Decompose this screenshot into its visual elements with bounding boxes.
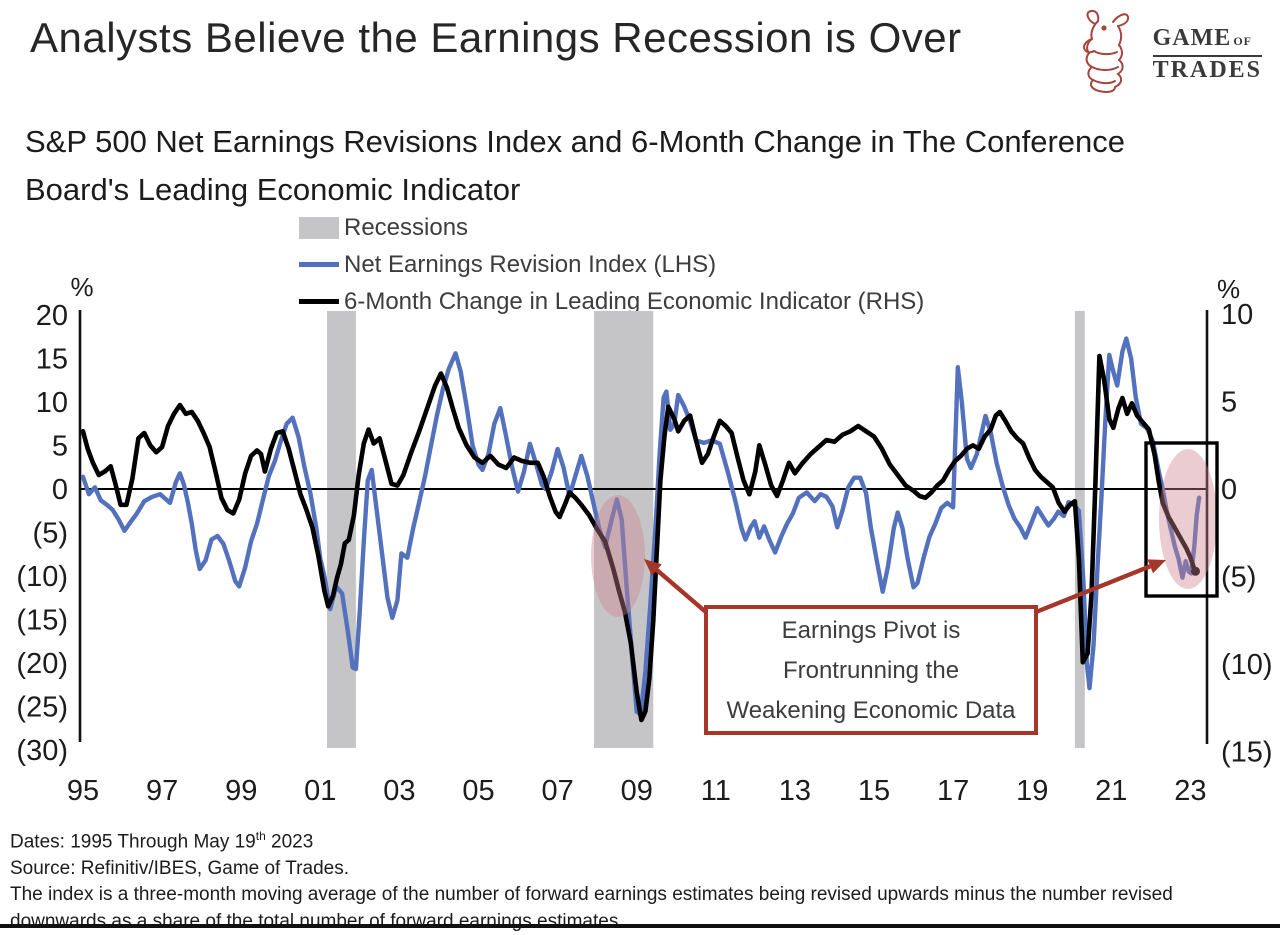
x-axis-tick: 19 [1016, 775, 1048, 807]
right-axis-tick: (5) [1221, 562, 1256, 594]
x-axis-tick: 05 [462, 775, 494, 807]
page-title: Analysts Believe the Earnings Recession … [30, 14, 962, 61]
x-axis-tick: 99 [225, 775, 257, 807]
x-axis-tick: 07 [541, 775, 573, 807]
left-axis-tick: 10 [36, 387, 68, 419]
footnote-description-line2: downwards as a share of the total number… [10, 910, 624, 932]
game-of-trades-logo: GAME OF TRADES [1073, 8, 1262, 99]
footnote-source: Source: Refinitiv/IBES, Game of Trades. [10, 857, 349, 879]
footnote-description-line1: The index is a three-month moving averag… [10, 884, 1173, 906]
left-axis-tick: 0 [52, 474, 68, 506]
footnote-dates: Dates: 1995 Through May 19th 2023 [10, 829, 314, 853]
bottom-border-bar [0, 924, 1280, 928]
x-axis-tick: 01 [304, 775, 336, 807]
annotation-arrow-head [1147, 559, 1166, 574]
footnotes: Dates: 1995 Through May 19th 2023 Source… [10, 823, 1173, 935]
left-axis-tick: (25) [16, 692, 68, 724]
legend-item-neri: Net Earnings Revision Index (LHS) [299, 246, 924, 283]
annotation-arrow-line [1035, 564, 1152, 615]
left-axis-tick: (15) [16, 605, 68, 637]
logo-word-game: GAME OF [1152, 25, 1252, 51]
annotation-line3: Weakening Economic Data [726, 697, 1016, 724]
series-line-0 [80, 336, 1202, 717]
bull-knight-logo-icon [1073, 8, 1145, 99]
x-axis-tick: 23 [1174, 775, 1206, 807]
chart-legend: Recessions Net Earnings Revision Index (… [299, 209, 924, 320]
highlight-rectangle [1144, 441, 1219, 598]
x-axis-tick: 97 [146, 775, 178, 807]
annotation-line2: Frontrunning the [782, 657, 960, 684]
left-axis-tick: (5) [33, 518, 68, 550]
x-axis-tick: 95 [67, 775, 99, 807]
left-axis-tick: (10) [16, 561, 68, 593]
right-axis-tick: 10 [1221, 299, 1253, 331]
x-axis-tick: 11 [701, 775, 731, 807]
pink-highlight-ellipse [591, 495, 645, 617]
x-axis-tick: 17 [937, 775, 969, 807]
legend-item-recessions: Recessions [299, 209, 924, 246]
chart-subtitle-line2: Board's Leading Economic Indicator [25, 172, 521, 207]
x-axis-tick: 13 [779, 775, 811, 807]
chart-subtitle-line1: S&P 500 Net Earnings Revisions Index and… [25, 124, 1126, 159]
blue-line-swatch [299, 262, 339, 267]
black-line-swatch [299, 299, 339, 304]
right-axis-tick: 0 [1221, 474, 1237, 506]
left-axis-tick: 20 [36, 300, 68, 332]
logo-word-trades: TRADES [1152, 55, 1262, 83]
left-axis-percent-label: % [70, 272, 93, 302]
annotation-callout-box: Earnings Pivot is Frontrunning the Weake… [704, 605, 1038, 735]
annotation-line1: Earnings Pivot is [781, 617, 961, 644]
pink-highlight-ellipse [1159, 449, 1217, 589]
annotation-arrow-line [655, 568, 709, 615]
left-axis-tick: 15 [36, 344, 68, 376]
legend-item-lei: 6-Month Change in Leading Economic Indic… [299, 283, 924, 320]
recession-band-swatch [299, 216, 339, 239]
footnote-dates-superscript: th [255, 829, 266, 843]
left-axis-tick: 5 [52, 431, 68, 463]
x-axis-tick: 09 [621, 775, 653, 807]
right-axis-tick: (15) [1221, 737, 1273, 769]
right-axis-percent-label: % [1217, 274, 1240, 304]
logo-wordmark: GAME OF TRADES [1152, 25, 1262, 83]
right-axis-tick: 5 [1221, 387, 1237, 419]
x-axis-tick: 15 [858, 775, 890, 807]
series-line-1 [80, 353, 1198, 723]
annotation-arrow-head [644, 559, 662, 576]
x-axis-tick: 21 [1095, 775, 1127, 807]
legend-label: 6-Month Change in Leading Economic Indic… [344, 287, 925, 315]
series-end-dot [1191, 566, 1200, 576]
x-axis-tick: 03 [383, 775, 415, 807]
left-axis-tick: (20) [16, 648, 68, 680]
left-axis-tick: (30) [16, 735, 68, 767]
legend-label: Recessions [344, 213, 469, 241]
legend-label: Net Earnings Revision Index (LHS) [344, 250, 717, 278]
chart-subtitle: S&P 500 Net Earnings Revisions Index and… [25, 118, 1125, 214]
right-axis-tick: (10) [1221, 649, 1273, 681]
